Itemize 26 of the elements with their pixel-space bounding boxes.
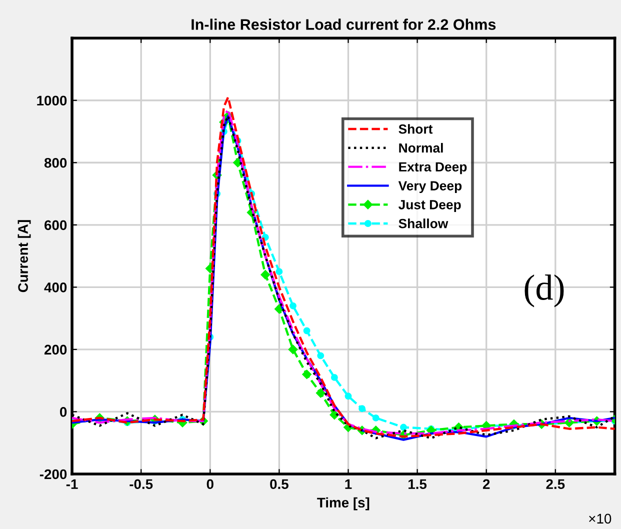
y-tick-label: 600 (44, 220, 67, 230)
x-tick-label: -0.5 (130, 479, 153, 490)
y-axis-title: Current [A] (18, 220, 31, 292)
x-tick-label: 1 (345, 479, 352, 489)
x-tick-label: 0.5 (270, 479, 288, 490)
x-tick-label: 2 (482, 479, 490, 489)
y-tick-label: 400 (44, 282, 67, 292)
legend-label: Shallow (398, 218, 448, 228)
y-tick-label: 200 (44, 344, 67, 355)
y-tick-label: -200 (40, 469, 67, 480)
legend-label: Short (398, 124, 433, 134)
y-tick-label: 0 (60, 407, 67, 417)
y-tick-label: 1000 (37, 96, 67, 106)
legend-label: Just Deep (398, 200, 461, 212)
x-tick-label: 0 (206, 479, 214, 490)
text: ×10 (589, 514, 612, 524)
x-tick-label: -1 (66, 479, 78, 489)
y-tick-label: 800 (44, 158, 67, 168)
legend-label: Very Deep (398, 181, 462, 194)
x-tick-label: 1.5 (408, 479, 427, 490)
chart-title: In-line Resistor Load current for 2.2 Ohms (192, 18, 496, 30)
x-axis-title: Time [s] (317, 497, 370, 510)
x-tick-label: 2.5 (546, 479, 565, 490)
annotation: (d) (524, 274, 564, 308)
legend-label: Normal (399, 142, 443, 153)
legend-label: Extra Deep (399, 162, 467, 174)
